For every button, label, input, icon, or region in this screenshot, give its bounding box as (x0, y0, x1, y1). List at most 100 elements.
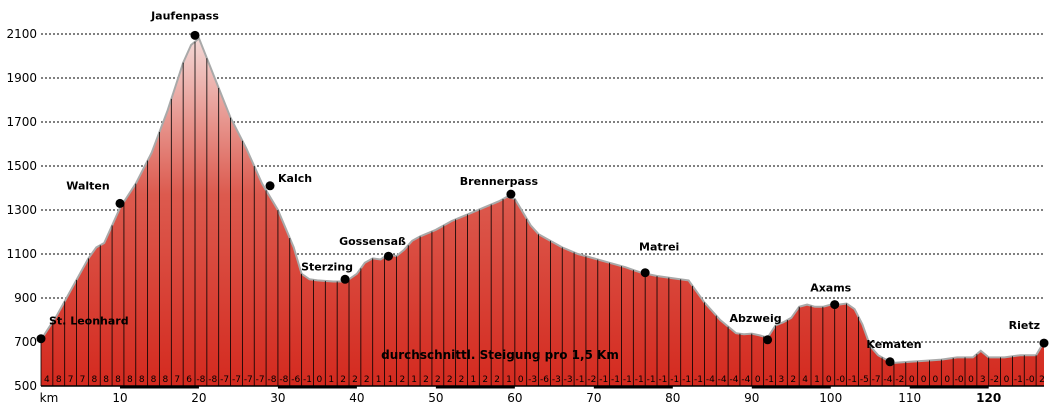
waypoint-label-1: Walten (66, 179, 109, 192)
gradient-label-53: -1 (670, 375, 679, 385)
gradient-label-59: -4 (741, 375, 750, 385)
gradient-label-5: 8 (103, 375, 109, 385)
gradient-label-32: 2 (423, 375, 429, 385)
gradient-label-77: -0 (955, 375, 964, 385)
gradient-label-42: -6 (540, 375, 549, 385)
gradient-label-74: 0 (921, 375, 927, 385)
gradient-label-81: 0 (1004, 375, 1010, 385)
x-tick-label-30: 30 (270, 391, 285, 405)
gradient-label-61: -1 (765, 375, 774, 385)
gradient-label-68: -1 (848, 375, 857, 385)
waypoint-marker-6 (506, 189, 516, 199)
x-tick-label-70: 70 (586, 391, 601, 405)
gradient-label-24: 1 (328, 375, 334, 385)
gradient-labels-layer: 4 8 7 7 8 8 8 8 8 8 8 7 6 -8 -8 -7 -7 -7 -7 -8 -8 -6 -1 0 1 2 2 2 1 1… (44, 375, 1045, 385)
gradient-label-0: 4 (44, 375, 50, 385)
gradient-label-15: -7 (220, 375, 229, 385)
gradient-label-50: -1 (635, 375, 644, 385)
elevation-outline (40, 36, 1045, 364)
gradient-label-83: -0 (1026, 375, 1035, 385)
gradient-label-73: 0 (909, 375, 915, 385)
gradient-label-21: -6 (291, 375, 300, 385)
gradient-label-20: -8 (279, 375, 288, 385)
gradient-label-43: -3 (552, 375, 561, 385)
gradient-label-10: 8 (163, 375, 169, 385)
waypoint-marker-4 (340, 274, 350, 284)
y-tick-label-500: 500 (14, 379, 37, 393)
gradient-label-12: 6 (186, 375, 192, 385)
gradient-label-28: 1 (376, 375, 382, 385)
x-tick-label-90: 90 (744, 391, 759, 405)
gradient-label-17: -7 (244, 375, 253, 385)
gradient-label-29: 1 (388, 375, 394, 385)
waypoint-marker-11 (1039, 338, 1049, 348)
gradient-label-65: 1 (814, 375, 820, 385)
gradient-label-34: 2 (447, 375, 453, 385)
y-tick-label-1100: 1100 (6, 247, 37, 261)
gradient-label-75: 0 (933, 375, 939, 385)
gradient-note: durchschnittl. Steigung pro 1,5 Km (381, 348, 619, 362)
waypoint-label-4: Sterzing (301, 260, 353, 273)
gradient-label-63: 2 (790, 375, 796, 385)
y-tick-label-2100: 2100 (6, 27, 37, 41)
gradient-label-26: 2 (352, 375, 358, 385)
y-tick-label-1300: 1300 (6, 203, 37, 217)
waypoint-label-2: Jaufenpass (150, 9, 219, 22)
y-tick-label-1500: 1500 (6, 159, 37, 173)
gradient-label-16: -7 (232, 375, 241, 385)
gradient-label-14: -8 (208, 375, 217, 385)
gradient-label-55: -1 (694, 375, 703, 385)
gradient-label-18: -7 (256, 375, 265, 385)
x-axis-label: km (40, 391, 59, 405)
waypoint-label-3: Kalch (278, 172, 312, 185)
y-tick-label-1700: 1700 (6, 115, 37, 129)
waypoint-marker-5 (383, 251, 393, 261)
waypoint-marker-3 (265, 181, 275, 191)
gradient-label-60: 0 (755, 375, 761, 385)
gradient-label-19: -8 (268, 375, 277, 385)
y-tick-label-900: 900 (14, 291, 37, 305)
y-tick-label-700: 700 (14, 335, 37, 349)
waypoint-label-9: Axams (810, 282, 851, 295)
x-tick-label-20: 20 (191, 391, 206, 405)
gradient-label-71: -4 (884, 375, 893, 385)
gradient-label-22: -1 (303, 375, 312, 385)
x-tick-label-10: 10 (112, 391, 127, 405)
y-tick-label-1900: 1900 (6, 71, 37, 85)
gradient-label-4: 8 (91, 375, 97, 385)
gradient-label-54: -1 (682, 375, 691, 385)
gradient-label-37: 2 (482, 375, 488, 385)
gradient-label-35: 2 (459, 375, 465, 385)
gradient-label-80: -2 (990, 375, 999, 385)
x-tick-label-60: 60 (507, 391, 522, 405)
waypoint-label-6: Brennerpass (460, 175, 539, 188)
gradient-label-57: -4 (718, 375, 727, 385)
gradient-label-7: 8 (127, 375, 133, 385)
gradient-label-49: -1 (623, 375, 632, 385)
gradient-label-70: -7 (872, 375, 881, 385)
waypoint-marker-7 (640, 268, 650, 278)
waypoint-label-8: Abzweig (730, 312, 782, 325)
gradient-label-25: 2 (340, 375, 346, 385)
waypoint-marker-8 (763, 335, 773, 345)
gradient-label-1: 8 (56, 375, 62, 385)
x-tick-label-50: 50 (428, 391, 443, 405)
gradient-label-39: 1 (506, 375, 512, 385)
gradient-label-47: -1 (599, 375, 608, 385)
waypoint-label-11: Rietz (1009, 319, 1040, 332)
gradient-label-41: -3 (528, 375, 537, 385)
gradient-label-78: 0 (968, 375, 974, 385)
gradient-label-3: 7 (80, 375, 86, 385)
gradient-label-72: -2 (895, 375, 904, 385)
waypoint-marker-9 (830, 300, 840, 310)
gradient-label-44: -3 (564, 375, 573, 385)
gradient-label-56: -4 (706, 375, 715, 385)
waypoint-label-10: Kematen (866, 338, 921, 351)
gradient-label-51: -1 (647, 375, 656, 385)
gradient-label-45: -1 (576, 375, 585, 385)
gradient-label-79: 3 (980, 375, 986, 385)
gradient-label-36: 1 (471, 375, 477, 385)
gradient-label-62: 3 (779, 375, 785, 385)
